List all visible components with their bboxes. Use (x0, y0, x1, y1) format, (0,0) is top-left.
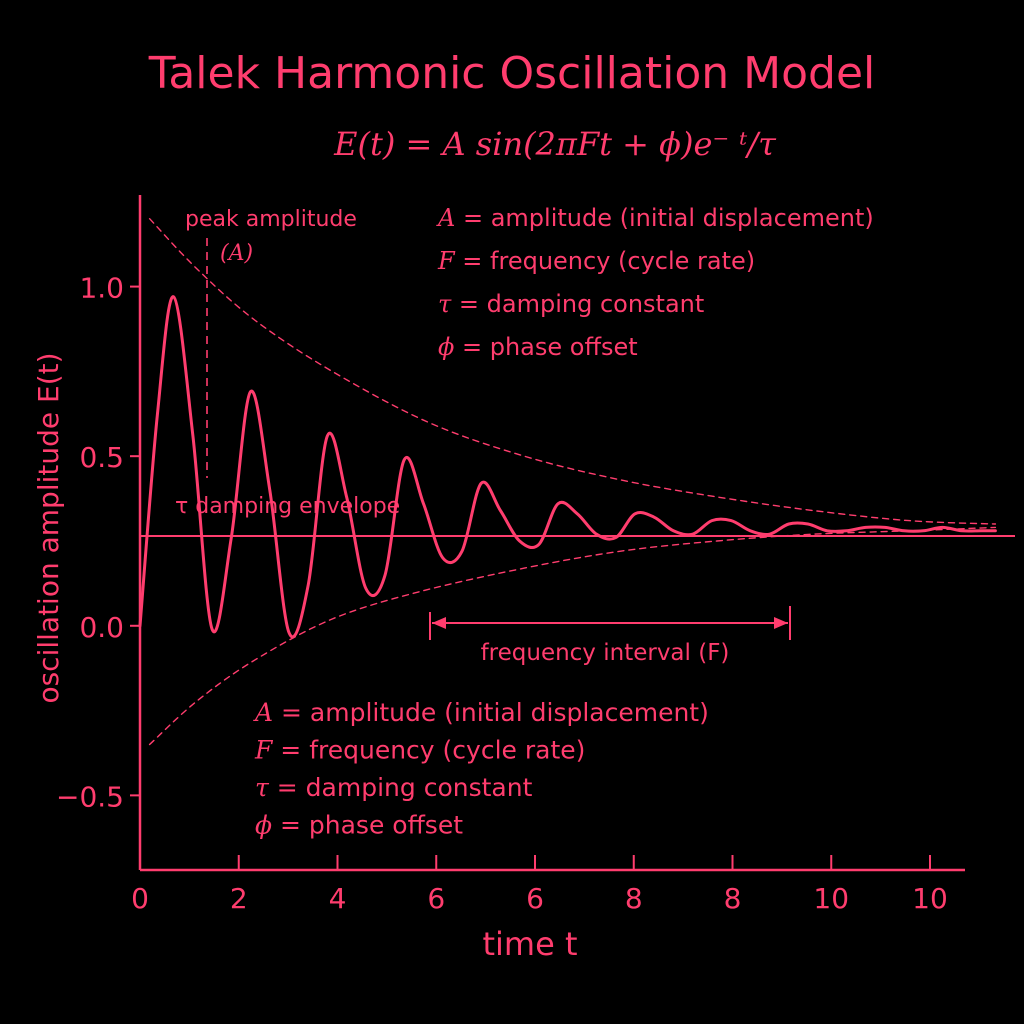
x-tick-label: 8 (625, 882, 643, 915)
legend-item: τ = damping constant (438, 290, 704, 318)
y-tick-label: 0.0 (79, 611, 124, 644)
frequency-interval-bracket (429, 606, 791, 640)
legend-text: = amplitude (initial displacement) (455, 204, 873, 232)
x-tick-group: 0 2 4 6 6 8 8 10 10 (131, 855, 948, 915)
chart-formula: E(t) = A sin(2πFt + ϕ)e⁻ ᵗ/τ (333, 125, 777, 163)
legend-text: = phase offset (454, 333, 637, 361)
x-tick-label: 2 (230, 882, 248, 915)
envelope-line-2 (148, 526, 997, 746)
x-tick-label: 4 (329, 882, 347, 915)
legend-symbol: τ (438, 290, 452, 318)
x-axis-label: time t (482, 925, 577, 963)
legend-text: = frequency (cycle rate) (455, 247, 756, 275)
legend-item: F = frequency (cycle rate) (437, 247, 755, 275)
legend-item: A = amplitude (initial displacement) (436, 204, 874, 232)
peak-amplitude-symbol: (A) (220, 241, 253, 266)
x-tick-label: 8 (724, 882, 742, 915)
legend-symbol: ϕ (255, 811, 272, 840)
y-tick-label: 0.5 (79, 441, 124, 474)
legend-text: = amplitude (initial displacement) (273, 698, 709, 727)
envelope-label: τ damping envelope (175, 494, 400, 519)
legend-symbol: τ (255, 773, 270, 802)
legend-text: = damping constant (269, 773, 533, 802)
legend-item: ϕ = phase offset (255, 811, 463, 840)
legend-symbol: F (437, 247, 456, 275)
legend-item: F = frequency (cycle rate) (254, 736, 585, 765)
chart-title: Talek Harmonic Oscillation Model (148, 48, 876, 99)
x-tick-label: 6 (427, 882, 445, 915)
x-tick-label: 10 (912, 882, 948, 915)
x-tick-label: 0 (131, 882, 149, 915)
legend-item: A = amplitude (initial displacement) (253, 698, 709, 727)
legend-symbol: ϕ (438, 333, 454, 361)
legend-symbol: A (436, 204, 455, 232)
peak-amplitude-label: peak amplitude (185, 207, 357, 232)
legend-bottom: A = amplitude (initial displacement) F = … (253, 698, 709, 840)
y-tick-group: 1.0 0.5 0.0 −0.5 (56, 272, 140, 813)
legend-text: = damping constant (451, 290, 704, 318)
legend-text: = phase offset (272, 811, 463, 840)
y-axis-label: oscillation amplitude E(t) (32, 352, 65, 703)
y-tick-label: −0.5 (56, 780, 124, 813)
legend-top: A = amplitude (initial displacement) F = … (436, 204, 874, 361)
frequency-interval-label: frequency interval (F) (481, 640, 730, 666)
legend-symbol: F (254, 736, 274, 765)
legend-item: τ = damping constant (255, 773, 533, 802)
envelope-line-1 (148, 218, 997, 525)
legend-symbol: A (253, 698, 273, 727)
legend-text: = frequency (cycle rate) (272, 736, 585, 765)
legend-item: ϕ = phase offset (438, 333, 638, 361)
x-tick-label: 10 (813, 882, 849, 915)
series-layer (138, 218, 997, 746)
y-tick-label: 1.0 (79, 272, 124, 305)
x-tick-label: 6 (526, 882, 544, 915)
oscillation-line (138, 295, 997, 639)
